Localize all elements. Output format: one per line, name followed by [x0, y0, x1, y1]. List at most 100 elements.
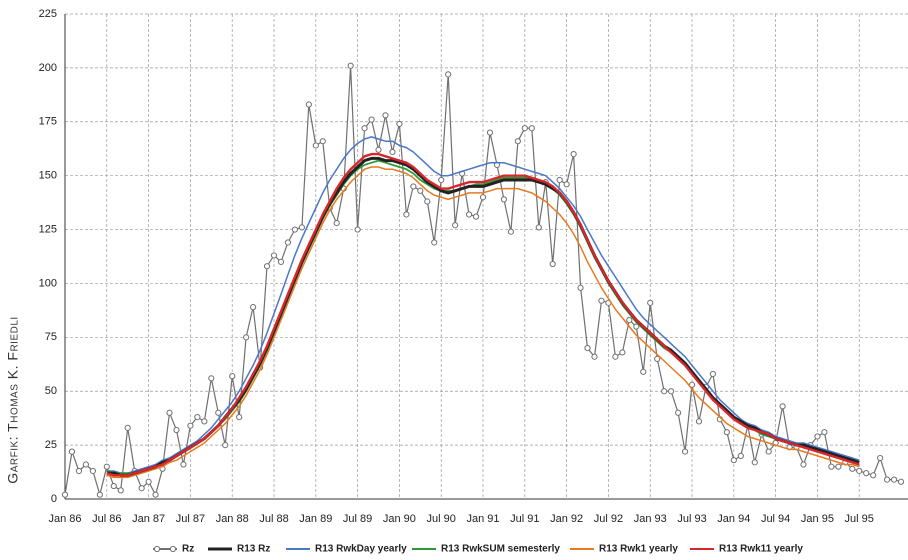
data-point: [877, 454, 884, 462]
data-point: [82, 461, 90, 468]
data-point: [821, 429, 828, 436]
data-point: [152, 491, 159, 498]
data-point: [68, 448, 76, 455]
data-point: [110, 482, 117, 490]
x-tick-label: Jan 91: [467, 513, 500, 525]
data-point: [452, 222, 459, 229]
data-point: [403, 211, 410, 218]
data-point: [619, 349, 626, 356]
x-tick-label: Jul 88: [259, 513, 288, 525]
data-point: [521, 125, 528, 132]
data-point: [863, 470, 870, 477]
legend-label: R13 RwkSUM semesterly: [441, 544, 560, 555]
data-point: [103, 463, 110, 470]
data-point: [61, 491, 69, 498]
data-point: [591, 353, 598, 360]
data-point: [556, 176, 563, 184]
data-point: [681, 448, 689, 455]
data-point: [389, 148, 396, 156]
y-tick-label: 125: [39, 223, 57, 235]
data-point: [445, 71, 452, 78]
y-tick-label: 100: [39, 277, 57, 289]
data-point: [243, 334, 250, 341]
data-point: [354, 226, 361, 233]
x-tick-label: Jul 93: [677, 513, 706, 525]
grid: [64, 13, 908, 500]
x-tick-label: Jul 86: [92, 513, 121, 525]
data-point: [465, 211, 473, 218]
data-point: [709, 370, 717, 378]
data-point: [828, 463, 835, 470]
data-point: [215, 409, 222, 416]
legend: Rz R13 Rz R13 RwkDay yearly R13 RwkSUM seme…: [153, 544, 803, 555]
data-point: [890, 476, 898, 483]
data-point: [737, 452, 744, 459]
credit: Garfik: Thomas K. Friedli: [5, 316, 21, 483]
data-point: [194, 413, 201, 421]
data-point: [640, 368, 647, 375]
data-point: [263, 263, 271, 270]
data-point: [514, 138, 521, 145]
data-point: [849, 465, 856, 472]
data-point: [236, 413, 243, 421]
x-tick-label: Jul 91: [510, 513, 539, 525]
data-point: [723, 429, 730, 436]
series-line: [106, 152, 860, 477]
data-point: [486, 129, 494, 136]
data-point: [584, 345, 591, 352]
data-point: [654, 355, 661, 362]
data-point: [730, 457, 737, 464]
data-point: [765, 448, 772, 455]
data-point: [633, 323, 640, 330]
y-tick-label: 150: [39, 170, 57, 182]
data-point: [668, 388, 675, 395]
y-tick-label: 50: [45, 385, 57, 397]
y-tick-label: 200: [39, 62, 57, 74]
data-point: [661, 388, 668, 395]
legend-label: Rz: [182, 544, 194, 555]
data-point: [549, 260, 556, 268]
x-tick-label: Jul 87: [176, 513, 205, 525]
data-point: [396, 120, 403, 128]
x-tick-label: Jul 90: [427, 513, 456, 525]
data-point: [570, 151, 577, 158]
data-point: [528, 125, 535, 132]
data-point: [500, 196, 508, 203]
data-point: [897, 478, 905, 485]
data-point: [472, 213, 480, 220]
data-point: [270, 252, 278, 259]
x-tick-label: Jan 90: [383, 513, 416, 525]
data-point: [612, 353, 619, 360]
data-point: [647, 299, 654, 306]
data-point: [96, 491, 103, 498]
data-point: [229, 373, 236, 380]
data-point: [312, 142, 319, 149]
data-point: [180, 461, 187, 468]
data-point: [814, 433, 821, 440]
data-point: [438, 176, 445, 184]
data-point: [166, 409, 173, 416]
data-point: [75, 467, 83, 475]
data-point: [883, 476, 891, 483]
data-point: [305, 101, 312, 108]
data-point: [208, 375, 215, 382]
y-tick-label: 225: [39, 8, 57, 20]
x-tick-label: Jan 94: [717, 513, 750, 525]
legend-marker: [153, 545, 161, 553]
data-point: [117, 487, 124, 494]
series-line: [106, 166, 860, 479]
data-point: [424, 198, 431, 205]
data-point: [201, 418, 208, 425]
data-point: [347, 62, 354, 69]
data-point: [577, 284, 584, 291]
data-point: [298, 224, 305, 231]
legend-marker: [169, 545, 177, 553]
data-point: [173, 426, 180, 434]
data-point: [431, 239, 438, 246]
y-tick-label: 175: [39, 116, 57, 128]
y-tick-label: 25: [45, 439, 57, 451]
data-point: [284, 239, 292, 246]
data-point: [535, 224, 542, 231]
x-tick-label: Jul 89: [343, 513, 372, 525]
data-point: [375, 146, 382, 153]
